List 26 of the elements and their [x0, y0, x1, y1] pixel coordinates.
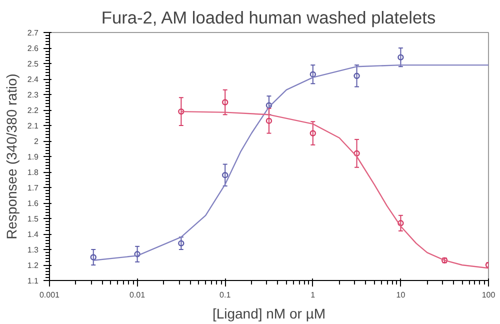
- y-tick-label: 1.9: [27, 152, 40, 162]
- y-tick-label: 2.5: [27, 60, 40, 68]
- chart-title: Fura-2, AM loaded human washed platelets: [101, 8, 436, 28]
- y-tick-label: 1.6: [27, 199, 40, 208]
- y-tick-label: 2.4: [27, 75, 40, 84]
- y-tick-label: 2: [34, 137, 40, 146]
- y-tick-label: 2.7: [27, 28, 40, 38]
- y-tick-label: 2.6: [27, 44, 40, 53]
- y-tick-label: 2.2: [27, 106, 40, 115]
- x-axis-title: [Ligand] nM or µM: [212, 306, 326, 322]
- y-tick-label: 1.1: [27, 276, 40, 286]
- y-tick-label: 1.4: [27, 230, 40, 239]
- y-axis-title: Responsee (340/380 ratio): [3, 74, 20, 240]
- y-tick-label: 1.2: [27, 261, 40, 270]
- x-tick-label: 10: [396, 290, 406, 300]
- y-tick-label: 1.5: [27, 214, 40, 224]
- y-tick-label: 1.8: [27, 168, 40, 177]
- y-tick-label: 2.3: [27, 90, 40, 100]
- x-tick-label: 100: [482, 290, 496, 300]
- x-tick-label: 0.01: [130, 290, 146, 300]
- y-tick-label: 1.7: [27, 184, 40, 192]
- x-tick-label: 0.1: [220, 290, 232, 300]
- x-tick-label: 1: [310, 290, 316, 300]
- x-tick-label: 0.001: [39, 290, 60, 300]
- y-tick-label: 1.3: [27, 246, 40, 254]
- y-tick-label: 2.1: [27, 122, 40, 130]
